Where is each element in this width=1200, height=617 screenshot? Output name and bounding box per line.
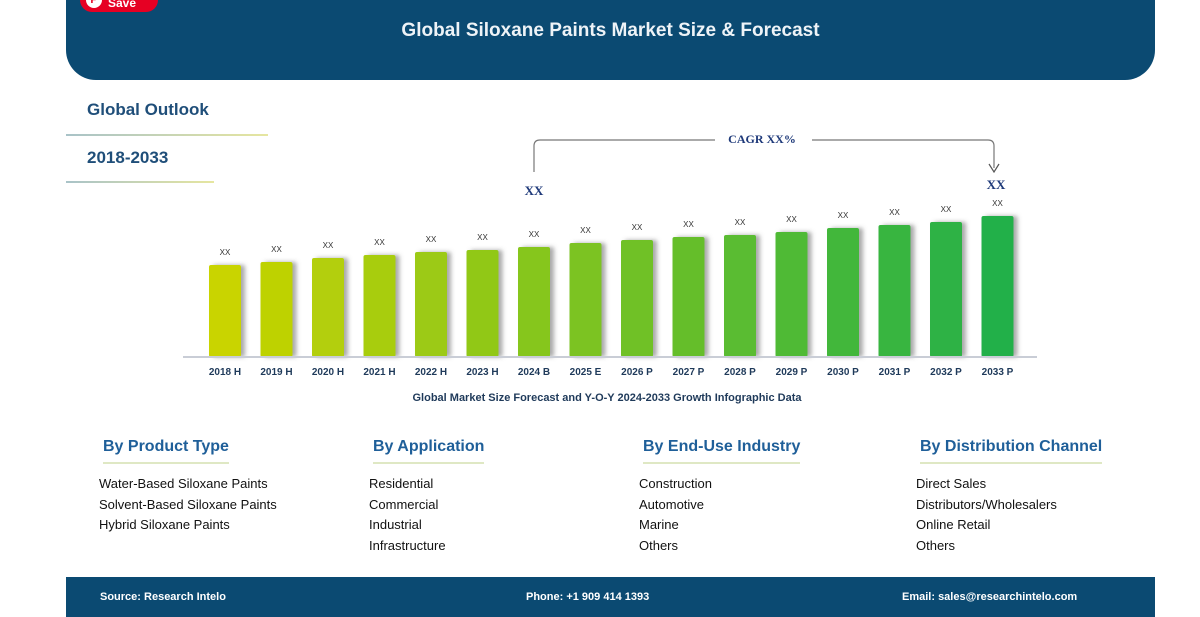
x-tick-label: 2032 P [930,367,962,378]
data-label: XX [889,208,900,217]
bar-2018-h [209,265,241,357]
bar-2019-h [260,262,293,357]
divider [66,181,214,183]
x-tick-label: 2031 P [879,367,911,378]
x-tick-label: 2029 P [776,367,808,378]
data-label: XX [477,233,488,242]
x-tick-label: 2022 H [415,367,447,378]
segment-application: By Application Residential Commercial In… [369,438,485,558]
bar-2022-h [415,252,447,357]
chart-caption: Global Market Size Forecast and Y-O-Y 20… [412,392,802,404]
bar-2030-p [827,228,859,357]
data-label: XX [271,245,282,254]
data-label: XX [735,218,746,227]
save-label: Save [108,0,137,10]
bar-2028-p [724,235,756,357]
list-item: Others [916,537,956,553]
data-label: XX [992,199,1003,208]
x-tick-label: 2030 P [827,367,859,378]
header-banner: Global Siloxane Paints Market Size & For… [66,0,1155,80]
period-label: 2018-2033 [87,148,169,167]
end-value-label: XX [987,177,1006,192]
list-item: Solvent-Based Siloxane Paints [99,496,277,512]
list-item: Water-Based Siloxane Paints [99,476,268,491]
segment-end-use: By End-Use Industry Construction Automot… [639,438,801,558]
list-item: Hybrid Siloxane Paints [99,517,230,532]
x-tick-label: 2026 P [621,367,653,378]
source-text: Source: Research Intelo [100,591,226,603]
save-button[interactable]: P Save [80,0,158,12]
list-item: Infrastructure [369,537,446,553]
data-label: XX [786,215,797,224]
list-item: Industrial [369,517,422,532]
data-label: XX [323,241,334,250]
data-label: XX [941,205,952,214]
email-link[interactable]: Email: sales@researchintelo.com [902,591,1078,603]
data-label: XX [374,238,385,247]
list-item: Online Retail [916,517,991,532]
arrow-icon [988,163,1000,174]
footer: Source: Research Intelo Phone: +1 909 41… [66,577,1155,617]
x-tick-label: 2018 H [209,367,241,378]
bar-chart: CAGR XX% XX XX XX 2018 H XX 2019 H XX 2020 H X… [183,132,1037,378]
start-value-label: XX [525,183,544,198]
bar-2033-p [981,216,1014,357]
bar-2031-p [878,225,911,357]
x-tick-label: 2024 B [518,367,550,378]
cagr-annotation: CAGR XX% XX XX [525,132,1006,198]
x-tick-label: 2028 P [724,367,756,378]
data-label: XX [220,248,231,257]
segment-title: By Distribution Channel [920,438,1103,464]
bar-2023-h [466,250,499,357]
bar-2027-p [672,237,705,357]
data-label: XX [632,223,643,232]
list-item: Residential [369,476,434,491]
data-label: XX [580,226,591,235]
pinterest-icon: P [86,0,102,8]
list-item: Direct Sales [916,476,987,491]
x-tick-label: 2025 E [570,367,602,378]
segment-title: By End-Use Industry [643,438,801,464]
x-tick-label: 2033 P [982,367,1014,378]
outlook-label: Global Outlook [87,100,209,119]
segment-title: By Product Type [103,438,229,464]
x-tick-label: 2021 H [363,367,395,378]
bar-2029-p [775,232,808,357]
segment-product-type: By Product Type Water-Based Siloxane Pai… [99,438,277,538]
data-label: XX [683,220,694,229]
list-item: Distributors/Wholesalers [916,496,1057,512]
x-tick-label: 2019 H [260,367,292,378]
page-title: Global Siloxane Paints Market Size & For… [401,20,820,41]
list-item: Commercial [369,496,439,512]
segment-title: By Application [373,438,485,464]
list-item: Automotive [639,496,705,512]
data-label: XX [529,230,540,239]
list-item: Construction [639,476,712,491]
x-tick-label: 2020 H [312,367,344,378]
bar-2032-p [930,222,962,357]
bar-2024-b [518,247,550,357]
bar-2021-h [363,255,396,357]
list-item: Marine [639,517,679,532]
data-label: XX [426,235,437,244]
cagr-label: CAGR XX% [728,132,796,146]
x-tick-label: 2023 H [466,367,498,378]
bar-2026-p [621,240,653,357]
divider [66,134,268,136]
list-item: Others [639,537,679,553]
x-tick-label: 2027 P [673,367,705,378]
bar-2025-e [569,243,602,357]
segment-distribution: By Distribution Channel Direct Sales Dis… [916,438,1103,558]
cagr-bracket [533,139,995,172]
phone-text: Phone: +1 909 414 1393 [526,591,650,603]
data-label: XX [838,211,849,220]
bar-2020-h [312,258,344,357]
